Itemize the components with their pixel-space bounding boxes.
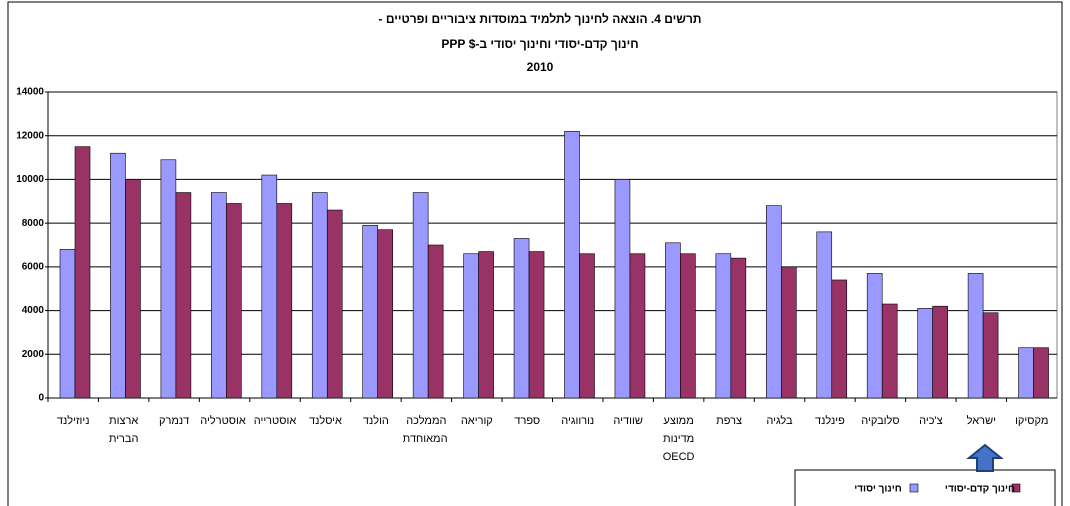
x-tick-label: הממלכה המאוחדת — [402, 415, 448, 445]
legend-box — [794, 469, 1056, 506]
chart-title: תרשים 4. הוצאה לחינוך לתלמיד במוסדות ציב… — [379, 12, 702, 26]
legend-label: חינוך קדם-יסודי — [945, 484, 1015, 495]
x-tick-label: ניוזילנד — [56, 415, 90, 427]
bar — [831, 279, 848, 399]
y-tick-label: 4000 — [22, 305, 45, 316]
bar — [614, 179, 631, 399]
legend-label: חינוך יסודי — [854, 484, 902, 495]
bar — [276, 203, 293, 399]
bar — [866, 273, 883, 399]
bar — [917, 308, 933, 399]
x-tick-label: הולנד — [362, 415, 389, 427]
bar — [665, 242, 681, 399]
bar — [528, 251, 545, 399]
y-tick-label: 8000 — [22, 218, 45, 229]
bar — [427, 244, 444, 399]
x-tick-label: צ'כיה — [919, 415, 943, 427]
x-tick-label: ארצות הברית — [108, 415, 139, 445]
bar — [326, 209, 343, 399]
bar — [478, 251, 494, 399]
x-tick-label: קוריאה — [460, 415, 493, 427]
bar — [311, 192, 328, 399]
bar — [211, 192, 227, 399]
bar — [1018, 347, 1034, 399]
x-tick-label: ממוצע מדינות OECD — [662, 415, 695, 463]
chart-subtitle: חינוך קדם-יסודי וחינוך יסודי ב-$ PPP — [441, 37, 638, 51]
bar — [982, 312, 999, 399]
x-tick-label: מקסיקו — [1015, 415, 1049, 427]
chart-year: 2010 — [527, 60, 554, 74]
bar — [967, 273, 984, 399]
bar — [513, 238, 530, 399]
bar — [362, 225, 379, 399]
bar — [765, 205, 782, 399]
bar — [715, 253, 732, 399]
x-tick-label: ספרד — [514, 415, 541, 427]
bar — [579, 253, 595, 399]
bar — [932, 305, 948, 399]
bar — [59, 249, 76, 399]
bar — [629, 253, 646, 399]
x-tick-label: בלגיה — [766, 415, 793, 427]
frame — [7, 1, 1063, 506]
bar — [881, 303, 898, 399]
x-tick-label: שוודיה — [613, 415, 643, 427]
bar — [680, 253, 696, 399]
bar — [261, 174, 278, 399]
bar — [564, 131, 580, 399]
bar — [780, 266, 797, 399]
legend-swatch — [909, 483, 919, 493]
bar — [377, 229, 394, 399]
bar — [110, 152, 126, 399]
bar — [816, 231, 833, 399]
x-tick-label: ישראל — [966, 415, 996, 427]
x-tick-label: נורווגיה — [561, 415, 595, 427]
bar — [463, 253, 479, 399]
y-tick-label: 0 — [38, 393, 44, 404]
bar — [74, 146, 91, 399]
y-tick-label: 10000 — [16, 174, 44, 185]
x-tick-label: אוסטרייה — [253, 415, 297, 427]
x-tick-label: צרפת — [716, 415, 742, 427]
bar — [160, 159, 177, 399]
x-tick-label: סלובקיה — [861, 415, 900, 427]
legend-swatch — [1011, 483, 1021, 493]
y-tick-label: 2000 — [22, 349, 45, 360]
bar — [1033, 347, 1049, 399]
bar — [125, 179, 141, 399]
x-tick-label: איסלנד — [308, 415, 342, 427]
y-tick-label: 12000 — [16, 130, 44, 141]
bar — [226, 203, 242, 399]
plot-area — [47, 91, 1058, 399]
y-tick-label: 14000 — [16, 87, 44, 98]
bar — [412, 192, 429, 399]
arrow-icon — [966, 443, 1004, 472]
y-tick-label: 6000 — [22, 261, 45, 272]
bar — [730, 257, 747, 399]
x-tick-label: דנמרק — [158, 415, 190, 427]
x-tick-label: פינלנד — [815, 415, 845, 427]
bar — [175, 192, 192, 399]
x-tick-label: אוסטרליה — [200, 415, 246, 427]
